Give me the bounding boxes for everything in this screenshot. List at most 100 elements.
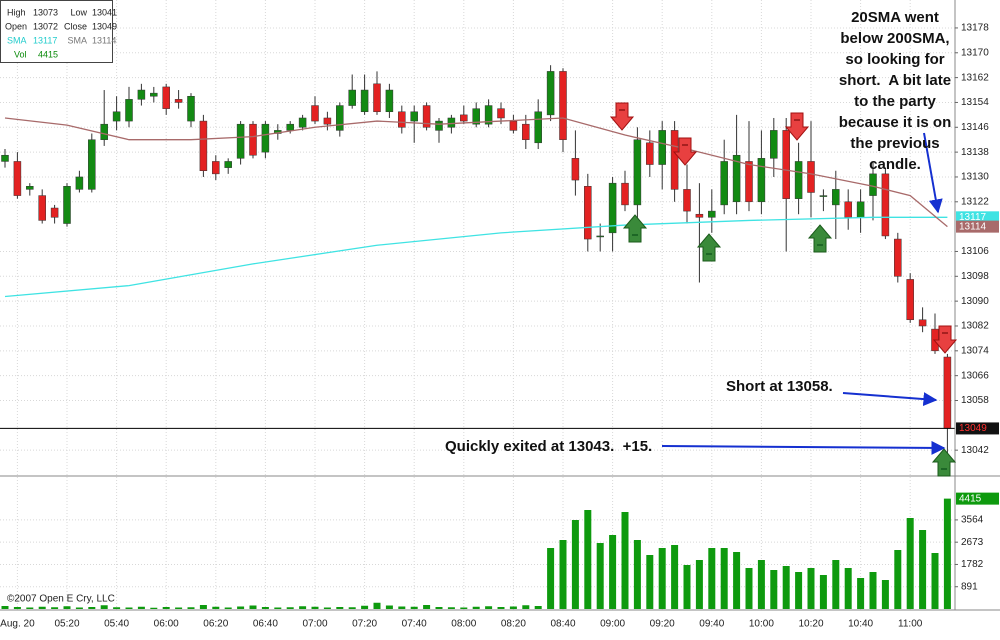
volume-bar [869, 572, 877, 609]
x-tick-label: 08:20 [501, 619, 526, 630]
candle-body [63, 186, 71, 224]
annotation-note: 20SMA went below 200SMA, so looking for sho… [839, 9, 952, 173]
volume-bar [807, 568, 815, 609]
candle-body [348, 89, 356, 106]
candle-body [522, 123, 530, 140]
candle-body [261, 123, 270, 153]
x-tick-label: 06:20 [203, 619, 228, 630]
volume-bar [150, 607, 158, 609]
x-tick-label: 07:00 [302, 619, 327, 630]
volume-bar [795, 572, 803, 609]
volume-bar [286, 607, 294, 609]
annotation-line: candle. [869, 156, 921, 173]
info-label: Open [5, 21, 27, 31]
volume-bar [522, 605, 530, 609]
volume-bar [199, 605, 207, 609]
annotation: Quickly exited at 13043. +15. [445, 438, 652, 455]
volume-bar [373, 602, 381, 609]
volume-bar [819, 575, 827, 609]
candle-body [100, 123, 108, 140]
volume-bar [447, 607, 455, 609]
candle-body [75, 176, 84, 190]
value-box-label: 13049 [959, 423, 987, 434]
sma-line [4, 216, 948, 298]
annotation-line: 20SMA went [851, 9, 939, 26]
grid [0, 0, 955, 610]
value-box [956, 422, 999, 435]
candle-body [658, 130, 666, 165]
volume-bar [894, 550, 902, 609]
y-tick-label: 13042 [961, 445, 989, 456]
value-box [956, 492, 999, 505]
volume-bar [299, 606, 307, 609]
volume-bar [187, 607, 195, 609]
y-tick-label: 13082 [961, 321, 989, 332]
info-label: Vol [14, 49, 27, 59]
y-tick-label: 891 [961, 581, 978, 592]
x-tick-label: 07:40 [402, 619, 427, 630]
volume-bar [323, 607, 331, 609]
volume-bar [671, 545, 679, 609]
volume-bar [943, 498, 951, 609]
candle-body [88, 139, 96, 190]
value-box-label: 13117 [959, 212, 987, 223]
x-tick-label: 10:40 [848, 619, 873, 630]
annotation-line: so looking for [845, 51, 944, 68]
y-tick-label: 13098 [961, 271, 989, 282]
candle-body [360, 89, 369, 113]
volume-bar [919, 530, 927, 609]
value-box-label: 13114 [959, 221, 987, 232]
y-tick-label: 3564 [961, 515, 984, 526]
annotation-arrow [661, 440, 946, 455]
volume-bar [658, 548, 666, 609]
x-tick-label: 06:00 [154, 619, 179, 630]
candle-body [646, 142, 654, 165]
annotation-line: because it is on [839, 114, 952, 131]
volume-bar [398, 606, 406, 609]
y-tick-label: 13090 [961, 296, 989, 307]
candle-body [484, 105, 493, 125]
y-tick-label: 13138 [961, 147, 989, 158]
candle-body [447, 117, 456, 128]
volume-bar [770, 570, 778, 609]
x-tick-label: 10:00 [749, 619, 774, 630]
candle-body [683, 189, 691, 212]
candle-body [571, 158, 580, 181]
annotation-arrow [923, 132, 943, 214]
volume-bar [63, 606, 71, 609]
volume-bar [311, 606, 319, 609]
candle-body [943, 356, 952, 429]
volume-bar [88, 607, 96, 609]
volume-bar [733, 552, 741, 609]
volume-bar [646, 555, 654, 609]
volume-bar [683, 565, 691, 609]
volume-bar [621, 512, 629, 609]
info-value: 4415 [38, 49, 58, 59]
volume-bar [361, 605, 369, 609]
info-label: SMA [67, 35, 87, 45]
y-tick-label: 13162 [961, 72, 989, 83]
candle-body [137, 89, 146, 100]
volume-bar [261, 607, 269, 609]
candle-body [13, 161, 22, 196]
candle-body [695, 213, 704, 218]
candle-body [856, 201, 865, 218]
volume-bar [237, 606, 245, 609]
volume-bar [720, 548, 728, 609]
volume-bar [336, 607, 344, 609]
x-tick-label: 07:20 [352, 619, 377, 630]
x-tick-label: 05:20 [54, 619, 79, 630]
volume-bar [609, 535, 617, 609]
x-tick-label: 08:40 [550, 619, 575, 630]
volume-bar [584, 510, 592, 609]
volume-bar [13, 607, 21, 609]
candle-body [832, 189, 840, 206]
candle-body [26, 186, 34, 190]
volume-bar [125, 607, 133, 609]
volume-bar [75, 607, 83, 609]
candle-body [150, 92, 158, 97]
x-tick-label: 05:40 [104, 619, 129, 630]
candle-body [670, 130, 679, 190]
value-box-label: 4415 [959, 493, 982, 504]
x-tick-label: 06:40 [253, 619, 278, 630]
